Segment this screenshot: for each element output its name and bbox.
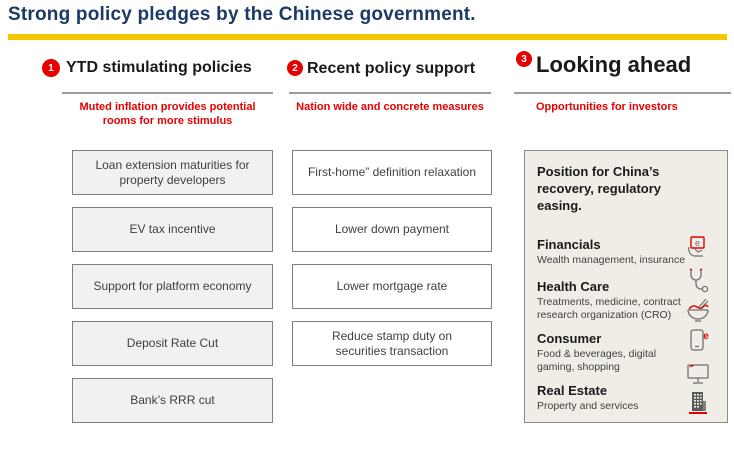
step-1-badge: 1 <box>42 59 60 77</box>
column-3-heading-underline <box>514 92 731 94</box>
sector-name-consumer: Consumer <box>537 331 602 346</box>
svg-text:e: e <box>695 238 700 248</box>
column-1-subtitle: Muted inflation provides potential rooms… <box>79 101 256 127</box>
policy-box: Reduce stamp duty on securities transact… <box>292 321 492 366</box>
policy-box: Support for platform economy <box>72 264 273 309</box>
sector-description-consumer: Food & beverages, digital gaming, shoppi… <box>537 348 657 373</box>
panel-intro-text: Position for China’s recovery, regulator… <box>537 164 662 213</box>
policy-box: First-home” definition relaxation <box>292 150 492 195</box>
policy-box: Bank’s RRR cut <box>72 378 273 423</box>
looking-ahead-panel: Position for China’s recovery, regulator… <box>524 150 728 423</box>
sector-description-financials: Wealth management, insurance <box>537 254 686 266</box>
column-2-subtitle: Nation wide and concrete measures <box>296 101 484 113</box>
sector-description-health-care: Treatments, medicine, contract research … <box>537 296 681 321</box>
policy-box: Lower down payment <box>292 207 492 252</box>
column-3-heading: Looking ahead <box>536 52 692 77</box>
policy-box: Loan extension maturities for property d… <box>72 150 273 195</box>
column-2-policy-boxes: First-home” definition relaxation Lower … <box>292 150 492 366</box>
policy-box: Lower mortgage rate <box>292 264 492 309</box>
sector-name-real-estate: Real Estate <box>537 383 608 398</box>
policy-box: EV tax incentive <box>72 207 273 252</box>
column-3-subtitle: Opportunities for investors <box>536 101 678 113</box>
step-3-badge: 3 <box>516 51 532 67</box>
office-building-icon <box>685 389 711 417</box>
desktop-monitor-icon <box>685 360 711 388</box>
sector-name-financials: Financials <box>537 237 601 252</box>
step-2-badge: 2 <box>287 60 303 76</box>
column-1-heading-underline <box>62 92 273 94</box>
column-2-heading-underline <box>289 92 491 94</box>
svg-text:e: e <box>703 331 709 342</box>
title-underline-bar <box>8 34 727 40</box>
page-title: Strong policy pledges by the Chinese gov… <box>8 4 476 25</box>
column-1-heading: YTD stimulating policies <box>66 59 252 76</box>
sector-name-health-care: Health Care <box>537 279 610 294</box>
stethoscope-icon <box>685 266 711 294</box>
sector-description-real-estate: Property and services <box>537 400 639 412</box>
policy-box: Deposit Rate Cut <box>72 321 273 366</box>
column-1-policy-boxes: Loan extension maturities for property d… <box>72 150 273 423</box>
payment-hand-icon: e <box>685 235 711 263</box>
column-2-heading: Recent policy support <box>307 60 476 77</box>
food-bowl-icon <box>685 297 711 325</box>
mobile-commerce-icon: e <box>685 327 711 355</box>
